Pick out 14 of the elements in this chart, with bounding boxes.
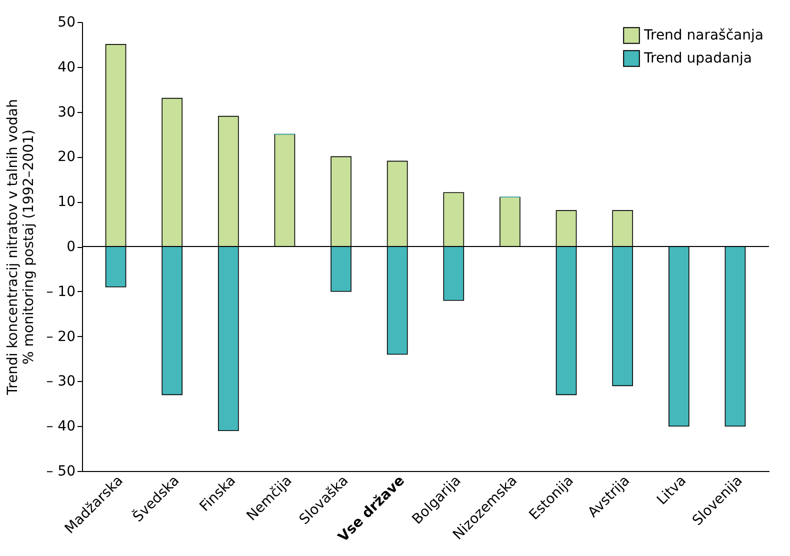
y-axis-title: Trendi koncentracij nitratov v talnih vodah % monitoring postaj (1992–2001): [5, 99, 38, 396]
y-tick-label: 20: [58, 149, 76, 166]
y-tick-label: – 20: [46, 328, 76, 345]
y-tick-label: 40: [58, 59, 76, 76]
y-tick-label: 10: [58, 194, 76, 210]
y-tick-label: – 30: [46, 374, 76, 390]
y-tick-label: 50: [58, 14, 76, 30]
legend-label: Trend naraščanja: [643, 28, 764, 44]
y-tick-label: – 40: [46, 418, 76, 435]
y-tick-label: – 50: [46, 464, 76, 480]
y-tick-label: 30: [58, 104, 76, 120]
y-tick-label: 0: [66, 239, 76, 255]
y-tick-label: – 10: [46, 284, 76, 300]
legend-label: Trend upadanja: [643, 50, 752, 66]
